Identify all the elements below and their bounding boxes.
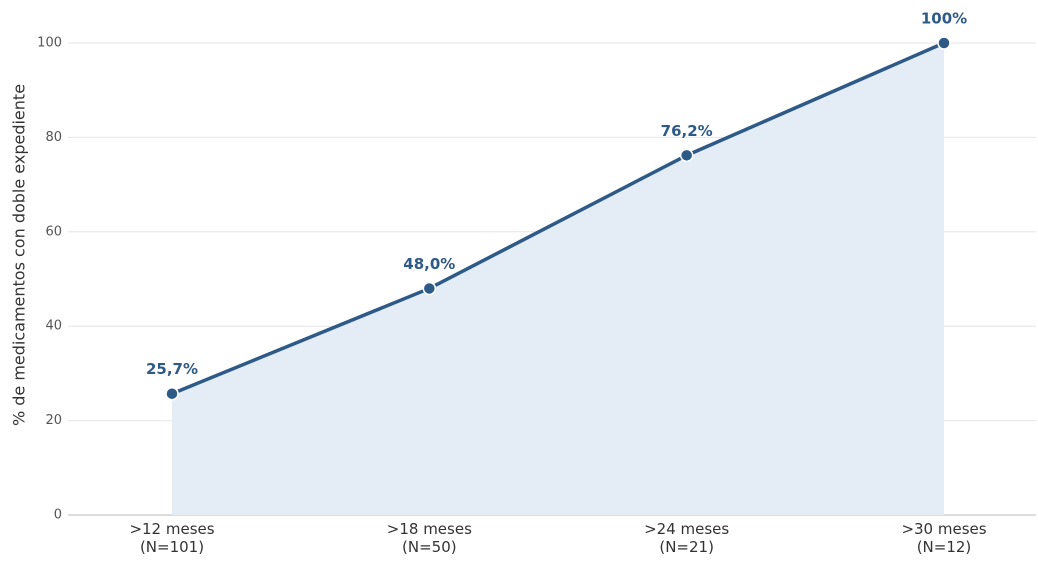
- y-tick-label: 80: [45, 130, 62, 145]
- y-tick-label: 0: [54, 508, 62, 523]
- value-label: 76,2%: [661, 122, 713, 140]
- x-tick-label: >30 meses (N=12): [901, 520, 987, 556]
- area: [172, 43, 944, 515]
- value-label: 48,0%: [403, 255, 455, 273]
- point: [422, 281, 437, 296]
- y-axis-label: % de medicamentos con doble expediente: [10, 84, 29, 426]
- y-tick-label: 60: [45, 224, 62, 239]
- value-label: 25,7%: [146, 360, 198, 378]
- line: [171, 41, 945, 396]
- y-tick-label: 100: [37, 36, 62, 51]
- y-tick-label: 20: [45, 413, 62, 428]
- point: [679, 148, 694, 163]
- y-tick-label: 40: [45, 319, 62, 334]
- x-tick-label: >12 meses (N=101): [129, 520, 215, 556]
- x-tick-label: >18 meses (N=50): [386, 520, 472, 556]
- point: [937, 36, 951, 50]
- point: [165, 386, 179, 401]
- value-label: 100%: [921, 10, 967, 28]
- x-tick-label: >24 meses (N=21): [644, 520, 730, 556]
